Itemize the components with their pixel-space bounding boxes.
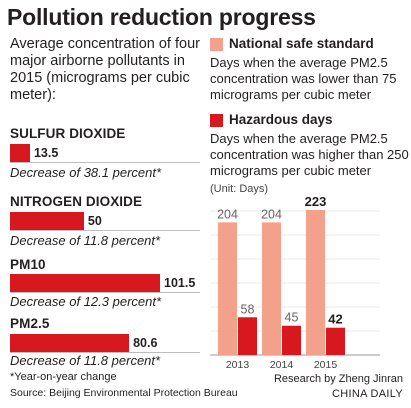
bar-hazard-2015 bbox=[326, 327, 345, 355]
pollutant-value: 80.6 bbox=[133, 336, 158, 350]
pollutant-bar bbox=[10, 144, 30, 162]
data-label-hazard-2015: 42 bbox=[328, 312, 342, 327]
pollutant-bar bbox=[10, 212, 84, 230]
legend-desc-safe: Days when the average PM2.5 concentratio… bbox=[210, 55, 397, 102]
pollutant-change: Decrease of 11.8 percent* bbox=[10, 353, 161, 368]
legend-title-hazard: Hazardous days bbox=[229, 112, 333, 127]
pollutant-bar bbox=[10, 274, 160, 292]
pollutant-bar bbox=[10, 334, 130, 352]
research-credit: Research by Zheng Jinran bbox=[273, 373, 403, 385]
pollutant-name: SULFUR DIOXIDE bbox=[10, 126, 126, 141]
data-label-safe-2014: 204 bbox=[261, 207, 282, 221]
pollutant-change: Decrease of 11.8 percent* bbox=[10, 233, 161, 248]
pollutant-name: PM2.5 bbox=[10, 316, 50, 331]
pollutant-value: 50 bbox=[87, 214, 102, 228]
source-credit: Source: Beijing Environmental Protection… bbox=[10, 387, 238, 399]
legend-swatch-hazard bbox=[210, 114, 223, 127]
pollutant-change: Decrease of 12.3 percent* bbox=[10, 294, 162, 309]
pollutant-sulfur-dioxide: SULFUR DIOXIDE 13.5 Decrease of 38.1 per… bbox=[10, 126, 210, 180]
x-tick-label-2013: 2013 bbox=[226, 359, 250, 371]
data-label-hazard-2014: 45 bbox=[285, 311, 299, 325]
legend-desc-hazard: Days when the average PM2.5 concentratio… bbox=[210, 131, 409, 178]
bar-safe-2015 bbox=[306, 210, 325, 355]
legend-title-safe: National safe standard bbox=[229, 36, 374, 51]
data-label-safe-2015: 223 bbox=[305, 194, 327, 209]
pollutant-value: 13.5 bbox=[33, 146, 59, 160]
intro-text: Average concentration of four major airb… bbox=[10, 36, 200, 103]
data-label-hazard-2013: 58 bbox=[241, 302, 255, 316]
divider bbox=[10, 162, 200, 163]
chart-unit-label: (Unit: Days) bbox=[210, 183, 269, 195]
page-title: Pollution reduction progress bbox=[7, 4, 316, 30]
divider bbox=[10, 230, 200, 231]
pollutant-change: Decrease of 38.1 percent* bbox=[10, 165, 162, 180]
divider bbox=[10, 292, 200, 293]
pollutant-name: NITROGEN DIOXIDE bbox=[10, 194, 143, 209]
x-tick-label-2014: 2014 bbox=[270, 359, 294, 371]
brand-logo-text: CHINA DAILY bbox=[332, 388, 403, 400]
pollutant-nitrogen-dioxide: NITROGEN DIOXIDE 50 Decrease of 11.8 per… bbox=[10, 194, 210, 248]
divider bbox=[10, 352, 200, 353]
legend-swatch-safe bbox=[210, 38, 223, 51]
bar-safe-2013 bbox=[218, 222, 237, 355]
pollutant-pm25: PM2.5 80.6 Decrease of 11.8 percent* bbox=[10, 316, 210, 368]
footnote: *Year-on-year change bbox=[10, 371, 117, 383]
bar-hazard-2014 bbox=[282, 325, 301, 355]
pollutant-value: 101.5 bbox=[164, 276, 196, 290]
pollutant-name: PM10 bbox=[10, 257, 46, 272]
data-label-safe-2013: 204 bbox=[217, 207, 238, 221]
bar-safe-2014 bbox=[262, 222, 281, 355]
pollutant-pm10: PM10 101.5 Decrease of 12.3 percent* bbox=[10, 257, 210, 309]
x-tick-label-2015: 2015 bbox=[314, 359, 338, 371]
bar-hazard-2013 bbox=[238, 317, 257, 355]
